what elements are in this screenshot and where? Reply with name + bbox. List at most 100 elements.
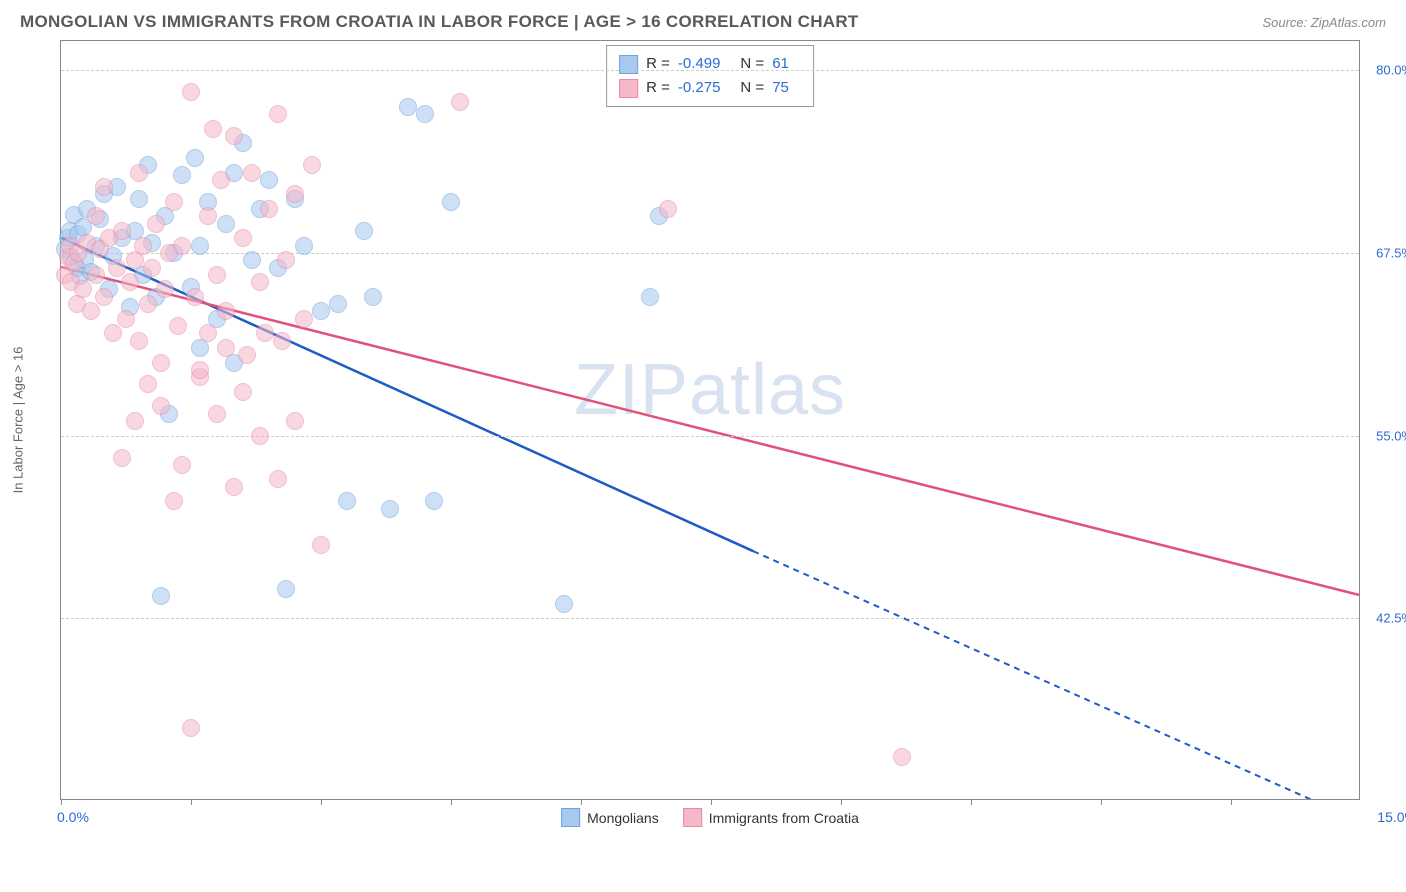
data-point (87, 266, 105, 284)
data-point (364, 288, 382, 306)
data-point (95, 178, 113, 196)
data-point (165, 193, 183, 211)
x-tick (191, 799, 192, 805)
data-point (126, 412, 144, 430)
gridline (61, 618, 1359, 619)
data-point (152, 587, 170, 605)
data-point (152, 354, 170, 372)
correlation-legend: R = -0.499 N = 61 R = -0.275 N = 75 (606, 45, 814, 107)
data-point (104, 324, 122, 342)
data-point (199, 207, 217, 225)
data-point (217, 302, 235, 320)
data-point (173, 166, 191, 184)
data-point (74, 280, 92, 298)
y-axis-label: In Labor Force | Age > 16 (11, 347, 26, 494)
data-point (238, 346, 256, 364)
data-point (117, 310, 135, 328)
y-tick-label: 42.5% (1376, 611, 1406, 626)
x-axis-max-label: 15.0% (1377, 809, 1406, 825)
data-point (139, 295, 157, 313)
series-legend: Mongolians Immigrants from Croatia (561, 808, 859, 827)
data-point (277, 251, 295, 269)
data-point (212, 171, 230, 189)
data-point (199, 324, 217, 342)
source-credit: Source: ZipAtlas.com (1262, 15, 1386, 30)
data-point (186, 149, 204, 167)
regression-lines (61, 41, 1359, 799)
x-tick (581, 799, 582, 805)
data-point (260, 171, 278, 189)
data-point (286, 412, 304, 430)
y-tick-label: 67.5% (1376, 245, 1406, 260)
data-point (191, 237, 209, 255)
legend-item-croatia: Immigrants from Croatia (683, 808, 859, 827)
data-point (134, 237, 152, 255)
swatch-croatia (619, 79, 638, 98)
data-point (204, 120, 222, 138)
data-point (277, 580, 295, 598)
data-point (165, 492, 183, 510)
data-point (893, 748, 911, 766)
data-point (425, 492, 443, 510)
data-point (243, 251, 261, 269)
data-point (312, 302, 330, 320)
data-point (303, 156, 321, 174)
data-point (338, 492, 356, 510)
data-point (381, 500, 399, 518)
data-point (208, 266, 226, 284)
x-tick (1231, 799, 1232, 805)
corr-row-croatia: R = -0.275 N = 75 (619, 76, 801, 100)
data-point (451, 93, 469, 111)
legend-item-mongolians: Mongolians (561, 808, 659, 827)
watermark: ZIPatlas (574, 349, 846, 431)
data-point (225, 478, 243, 496)
data-point (156, 280, 174, 298)
data-point (121, 273, 139, 291)
corr-row-mongolians: R = -0.499 N = 61 (619, 52, 801, 76)
data-point (269, 105, 287, 123)
data-point (243, 164, 261, 182)
data-point (87, 207, 105, 225)
data-point (273, 332, 291, 350)
chart-title: MONGOLIAN VS IMMIGRANTS FROM CROATIA IN … (20, 12, 859, 32)
data-point (355, 222, 373, 240)
data-point (130, 332, 148, 350)
data-point (225, 127, 243, 145)
data-point (208, 405, 226, 423)
data-point (130, 190, 148, 208)
data-point (295, 237, 313, 255)
data-point (295, 310, 313, 328)
data-point (312, 536, 330, 554)
x-tick (321, 799, 322, 805)
data-point (113, 449, 131, 467)
header: MONGOLIAN VS IMMIGRANTS FROM CROATIA IN … (0, 0, 1406, 40)
data-point (555, 595, 573, 613)
data-point (234, 383, 252, 401)
data-point (82, 302, 100, 320)
data-point (139, 375, 157, 393)
data-point (169, 317, 187, 335)
plot-area: ZIPatlas R = -0.499 N = 61 R = -0.275 N … (60, 40, 1360, 800)
data-point (182, 83, 200, 101)
data-point (399, 98, 417, 116)
data-point (95, 288, 113, 306)
data-point (251, 427, 269, 445)
gridline (61, 70, 1359, 71)
data-point (152, 397, 170, 415)
legend-swatch-croatia (683, 808, 702, 827)
data-point (286, 185, 304, 203)
x-tick (1101, 799, 1102, 805)
data-point (416, 105, 434, 123)
data-point (186, 288, 204, 306)
data-point (260, 200, 278, 218)
data-point (147, 215, 165, 233)
data-point (173, 237, 191, 255)
data-point (217, 339, 235, 357)
y-tick-label: 55.0% (1376, 428, 1406, 443)
x-axis-min-label: 0.0% (57, 809, 89, 825)
data-point (173, 456, 191, 474)
legend-swatch-mongolians (561, 808, 580, 827)
data-point (659, 200, 677, 218)
x-tick (841, 799, 842, 805)
data-point (108, 259, 126, 277)
